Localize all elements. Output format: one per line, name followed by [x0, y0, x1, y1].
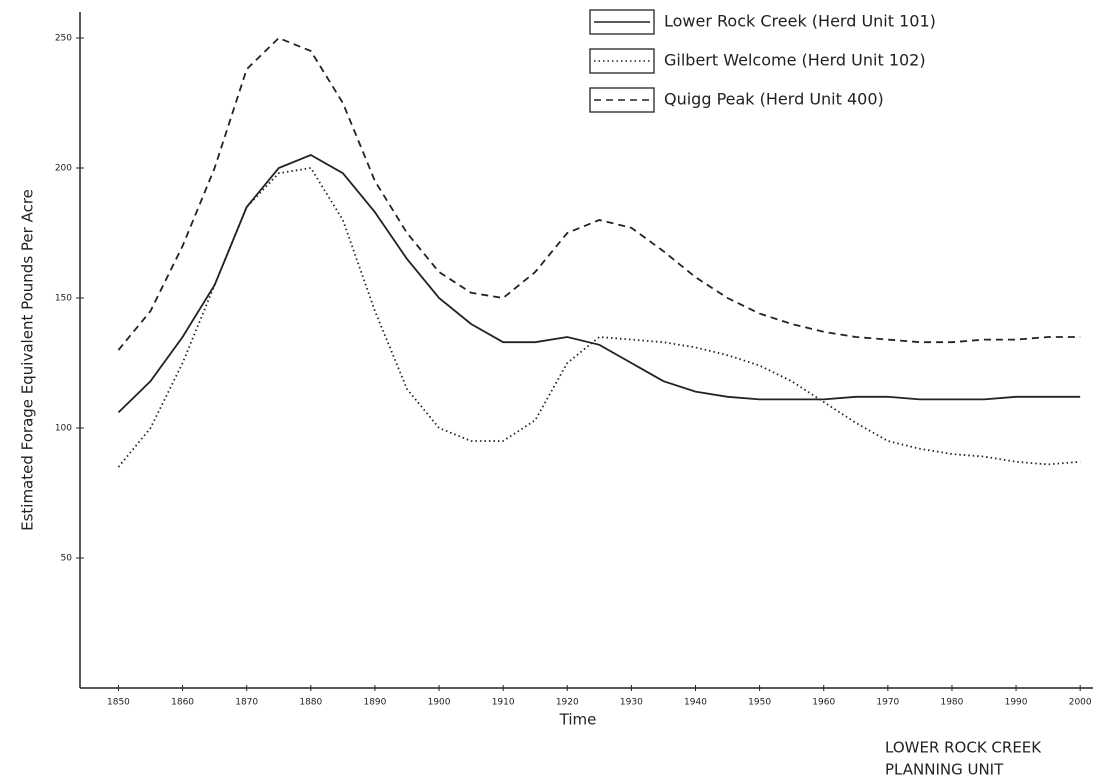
x-tick-label: 1900 — [428, 698, 451, 708]
legend-box — [589, 48, 655, 74]
line — [117, 154, 1081, 414]
line — [117, 36, 1081, 351]
x-tick-label: 1850 — [107, 698, 130, 708]
legend-box — [589, 87, 655, 113]
y-tick-label: 100 — [55, 424, 72, 434]
x-tick-label: 1940 — [684, 698, 707, 708]
x-tick-label: 1930 — [620, 698, 643, 708]
y-tick-label: 150 — [55, 294, 72, 304]
x-tick-label: 1880 — [299, 698, 322, 708]
y-tick-label: 250 — [55, 34, 72, 44]
annotation: PLANNING UNIT — [885, 761, 1004, 779]
legend-box — [589, 9, 655, 35]
x-tick-label: 1890 — [363, 698, 386, 708]
x-tick-label: 2000 — [1069, 698, 1092, 708]
y-axis-label: Estimated Forage Equivalent Pounds Per A… — [19, 189, 37, 531]
x-axis-label: Time — [559, 711, 597, 729]
x-tick-label: 1970 — [876, 698, 899, 708]
x-tick-label: 1950 — [748, 698, 771, 708]
x-tick-label: 1910 — [492, 698, 515, 708]
legend-label: Lower Rock Creek (Herd Unit 101) — [664, 12, 936, 31]
x-tick-label: 1920 — [556, 698, 579, 708]
x-tick-label: 1980 — [940, 698, 963, 708]
y-tick-label: 50 — [61, 554, 73, 564]
line — [117, 167, 1081, 468]
annotation: LOWER ROCK CREEK — [885, 739, 1042, 757]
legend-label: Quigg Peak (Herd Unit 400) — [664, 90, 884, 109]
legend-label: Gilbert Welcome (Herd Unit 102) — [664, 51, 926, 70]
y-tick-label: 200 — [55, 164, 72, 174]
x-tick-label: 1990 — [1005, 698, 1028, 708]
x-tick-label: 1860 — [171, 698, 194, 708]
x-tick-label: 1870 — [235, 698, 258, 708]
x-tick-label: 1960 — [812, 698, 835, 708]
